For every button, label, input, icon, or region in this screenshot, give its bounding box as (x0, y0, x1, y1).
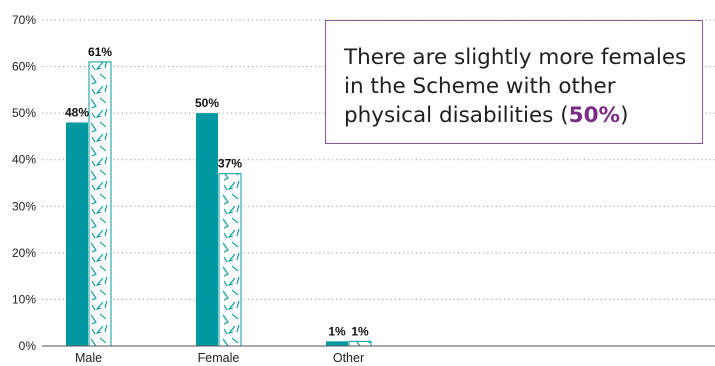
callout-text: There are slightly more females in the S… (344, 45, 687, 128)
bar-male-solid (66, 122, 88, 346)
y-tick-label: 10% (12, 292, 36, 306)
y-tick-label: 40% (12, 153, 36, 167)
data-label: 1% (351, 324, 369, 338)
data-label: 61% (88, 45, 112, 59)
bar-female-solid (196, 113, 218, 347)
y-axis: 0% 10% 20% 30% 40% 50% 60% 70% (12, 13, 36, 353)
bars (66, 61, 372, 347)
data-label: 37% (218, 157, 242, 171)
x-category-label: Male (75, 351, 102, 365)
y-tick-label: 70% (12, 13, 36, 27)
callout-highlight: 50% (568, 103, 621, 128)
x-category-label: Female (198, 351, 240, 365)
x-axis: Male Female Other (42, 345, 715, 365)
callout-text-end: ) (620, 103, 629, 128)
data-label: 48% (65, 105, 89, 119)
callout-box: There are slightly more females in the S… (325, 20, 703, 144)
data-label: 50% (195, 96, 219, 110)
x-category-label: Other (333, 351, 364, 365)
bar-other-solid (326, 341, 348, 346)
y-tick-label: 0% (19, 339, 37, 353)
y-tick-label: 60% (12, 60, 36, 74)
y-tick-label: 30% (12, 199, 36, 213)
bar-other-hatched (348, 340, 372, 347)
bar-female-hatched (218, 173, 242, 347)
data-label: 1% (328, 324, 346, 338)
y-tick-label: 20% (12, 246, 36, 260)
bar-male-hatched (88, 61, 112, 347)
data-labels: 48% 61% 50% 37% 1% 1% (65, 45, 369, 338)
y-tick-label: 50% (12, 106, 36, 120)
